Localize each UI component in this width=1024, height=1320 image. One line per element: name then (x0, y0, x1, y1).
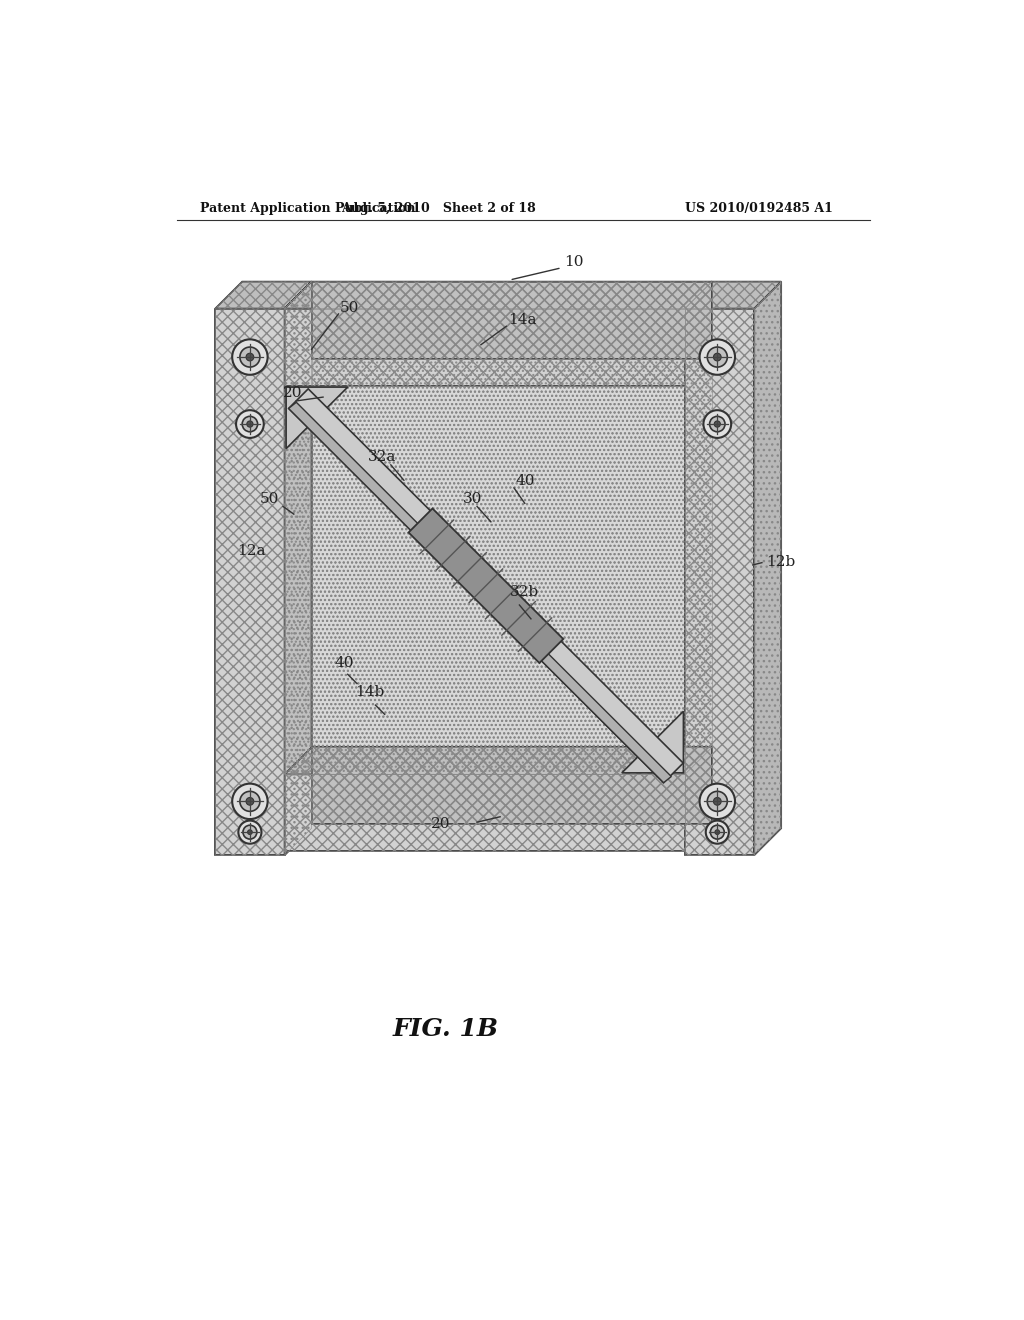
Polygon shape (685, 309, 755, 855)
Polygon shape (755, 281, 781, 855)
Circle shape (703, 411, 731, 438)
Text: FIG. 1B: FIG. 1B (392, 1016, 499, 1040)
Circle shape (237, 411, 264, 438)
Polygon shape (311, 747, 712, 825)
Circle shape (232, 339, 267, 375)
Circle shape (699, 339, 735, 375)
Text: 12b: 12b (766, 556, 795, 569)
Circle shape (710, 416, 725, 432)
Text: 50: 50 (260, 492, 280, 507)
Polygon shape (215, 281, 311, 309)
Circle shape (247, 421, 253, 428)
Polygon shape (311, 359, 712, 747)
Text: 50: 50 (340, 301, 359, 315)
Polygon shape (311, 281, 712, 359)
Polygon shape (285, 281, 712, 309)
Text: 14a: 14a (508, 313, 537, 327)
Circle shape (232, 784, 267, 818)
Polygon shape (685, 281, 781, 309)
Circle shape (246, 354, 254, 360)
Circle shape (711, 825, 724, 840)
Polygon shape (285, 747, 712, 775)
Circle shape (243, 825, 257, 840)
Polygon shape (286, 387, 348, 449)
Circle shape (715, 830, 720, 834)
Circle shape (239, 821, 261, 843)
Text: 40: 40 (335, 656, 354, 669)
Text: US 2010/0192485 A1: US 2010/0192485 A1 (685, 202, 833, 215)
Text: 32b: 32b (509, 585, 539, 599)
Text: 20: 20 (431, 817, 451, 832)
Polygon shape (289, 389, 683, 783)
Text: 14b: 14b (355, 685, 385, 698)
Polygon shape (285, 281, 311, 855)
Text: 10: 10 (564, 255, 584, 269)
Circle shape (708, 347, 727, 367)
Circle shape (248, 830, 252, 834)
Circle shape (714, 421, 720, 428)
Polygon shape (409, 508, 563, 663)
Polygon shape (285, 775, 685, 851)
Text: 40: 40 (515, 474, 536, 488)
Circle shape (699, 784, 735, 818)
Text: Aug. 5, 2010   Sheet 2 of 18: Aug. 5, 2010 Sheet 2 of 18 (341, 202, 536, 215)
Circle shape (243, 416, 258, 432)
Circle shape (714, 354, 721, 360)
Circle shape (246, 797, 254, 805)
Circle shape (240, 792, 260, 812)
Circle shape (708, 792, 727, 812)
Polygon shape (289, 403, 672, 783)
Circle shape (706, 821, 729, 843)
Text: 30: 30 (463, 492, 482, 507)
Text: 32a: 32a (368, 450, 396, 465)
Circle shape (240, 347, 260, 367)
Text: Patent Application Publication: Patent Application Publication (200, 202, 416, 215)
Polygon shape (285, 385, 685, 775)
Polygon shape (285, 309, 685, 385)
Text: 12a: 12a (237, 544, 265, 558)
Polygon shape (215, 309, 285, 855)
Polygon shape (622, 711, 683, 774)
Text: 20: 20 (283, 387, 302, 400)
Circle shape (714, 797, 721, 805)
